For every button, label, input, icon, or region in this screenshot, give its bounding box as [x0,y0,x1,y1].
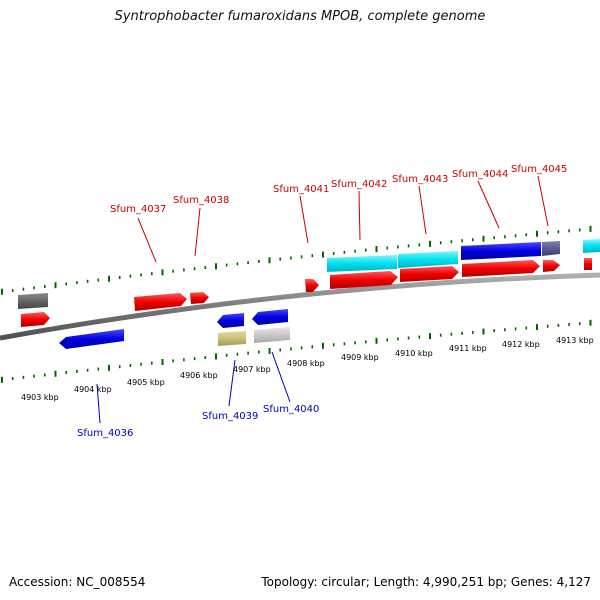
scale-label: 4913 kbp [556,336,594,345]
gene-label-sfum-4040[interactable]: Sfum_4040 [263,404,319,415]
gene-label-sfum-4038[interactable]: Sfum_4038 [173,195,229,206]
gene-labels: Sfum_4037 Sfum_4038 Sfum_4041 Sfum_4042 … [77,164,567,439]
scale-label: 4907 kbp [233,365,271,374]
gene-arrow-sfum-4037[interactable] [134,293,187,311]
scale-label: 4908 kbp [287,359,325,368]
forward-tick-row [1,225,592,295]
scale-label: 4912 kbp [502,340,540,349]
forward-features [18,239,600,327]
rna-feature[interactable] [583,239,600,253]
genome-backbone [0,272,600,341]
rna-feature-sfum-4042[interactable] [327,255,397,272]
gene-label-sfum-4043[interactable]: Sfum_4043 [392,174,448,185]
gene-label-sfum-4036[interactable]: Sfum_4036 [77,428,133,439]
scale-label: 4903 kbp [21,393,59,402]
scale-label: 4909 kbp [341,353,379,362]
scale-label: 4911 kbp [449,344,487,353]
scale-labels: 4903 kbp 4904 kbp 4905 kbp 4906 kbp 4907… [21,336,594,402]
scale-label: 4904 kbp [74,385,112,394]
reverse-leader-lines [96,351,291,424]
gene-feature[interactable] [218,331,246,346]
gene-arrow-sfum-4044[interactable] [461,242,541,260]
topology-label: Topology: circular; Length: 4,990,251 bp… [261,575,591,589]
gene-arrow-sfum-4043[interactable] [400,266,459,282]
map-title: Syntrophobacter fumaroxidans MPOB, compl… [114,9,486,24]
gene-feature[interactable] [254,327,290,343]
gene-arrow[interactable] [21,312,50,327]
gene-label-sfum-4041[interactable]: Sfum_4041 [273,184,329,195]
scale-label: 4910 kbp [395,349,433,358]
gene-arrow-sfum-4040[interactable] [252,309,288,325]
gene-label-sfum-4037[interactable]: Sfum_4037 [110,204,166,215]
gene-arrow-sfum-4044[interactable] [462,260,540,277]
rna-feature-sfum-4043[interactable] [398,251,458,268]
gene-label-sfum-4042[interactable]: Sfum_4042 [331,179,387,190]
scale-label: 4906 kbp [180,371,218,380]
reverse-features [59,309,290,349]
gene-arrow[interactable] [18,293,48,309]
gene-label-sfum-4044[interactable]: Sfum_4044 [452,169,508,180]
forward-leader-lines [137,175,549,263]
gene-arrow-sfum-4042[interactable] [330,271,398,289]
gene-arrow-sfum-4036[interactable] [59,329,124,349]
gene-arrow-sfum-4038[interactable] [190,292,209,304]
gene-arrow-sfum-4039[interactable] [217,313,244,328]
scale-label: 4905 kbp [127,378,165,387]
gene-arrow-sfum-4041[interactable] [305,279,319,292]
gene-label-sfum-4045[interactable]: Sfum_4045 [511,164,567,175]
gene-arrow[interactable] [584,258,592,270]
gene-label-sfum-4039[interactable]: Sfum_4039 [202,411,258,422]
accession-label: Accession: NC_008554 [9,575,146,589]
gene-arrow[interactable] [543,260,560,272]
gene-arrow-sfum-4045[interactable] [542,241,560,256]
reverse-tick-row [1,319,592,383]
